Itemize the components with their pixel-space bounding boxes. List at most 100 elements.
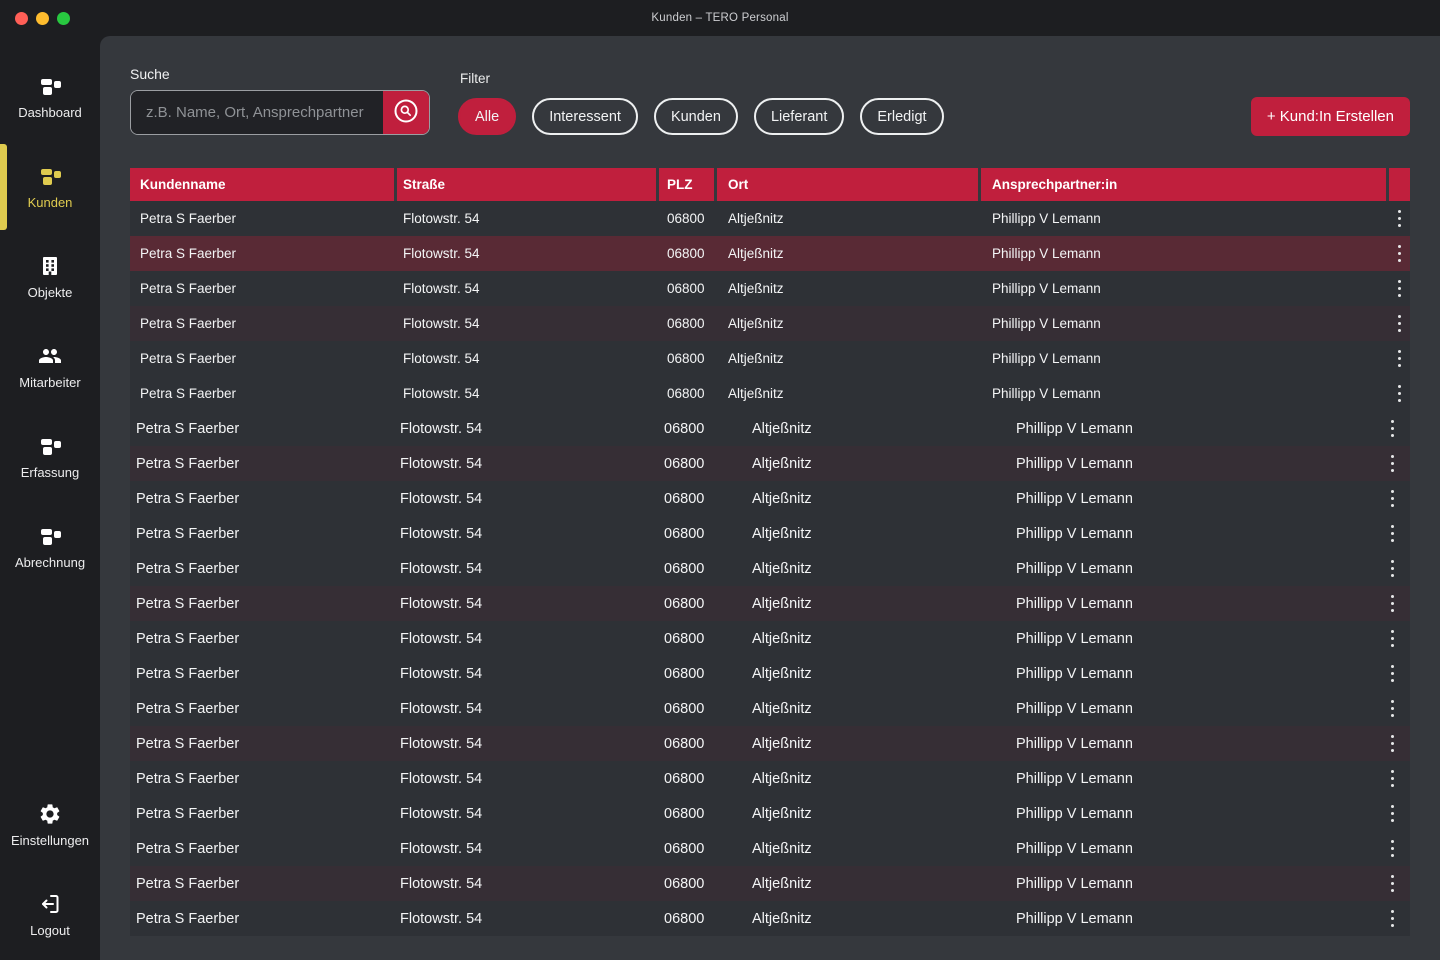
filter-pill-alle[interactable]: Alle [458,98,517,135]
cell-plz: 06800 [664,770,705,787]
row-menu-button[interactable] [1389,551,1410,586]
sidebar-item-kunden[interactable]: Kunden [0,142,100,232]
table-row[interactable]: Petra S Faerber Flotowstr. 54 06800 Altj… [130,236,1410,271]
table-row[interactable]: Petra S Faerber Flotowstr. 54 06800 Altj… [130,621,1410,656]
table-row[interactable]: Petra S Faerber Flotowstr. 54 06800 Altj… [130,901,1410,936]
row-menu-button[interactable] [1389,726,1410,761]
row-menu-button[interactable] [1389,761,1410,796]
row-menu-button[interactable] [1389,306,1410,341]
cell-ort: Altjeßnitz [728,211,784,226]
row-menu-button[interactable] [1389,446,1410,481]
table-row[interactable]: Petra S Faerber Flotowstr. 54 06800 Altj… [130,341,1410,376]
row-menu-button[interactable] [1389,586,1410,621]
row-menu-button[interactable] [1389,656,1410,691]
cell-kundenname: Petra S Faerber [136,455,240,472]
row-menu-button[interactable] [1389,236,1410,271]
table-row[interactable]: Petra S Faerber Flotowstr. 54 06800 Altj… [130,551,1410,586]
kebab-menu-icon [1389,696,1398,722]
filter-pill-erledigt[interactable]: Erledigt [860,98,944,135]
sidebar-item-label: Erfassung [20,465,80,480]
sidebar-item-logout[interactable]: Logout [0,870,100,960]
cell-ansprechpartner: Phillipp V Lemann [1016,770,1133,787]
row-menu-button[interactable] [1389,271,1410,306]
minimize-window-button[interactable] [36,11,49,25]
table-row[interactable]: Petra S Faerber Flotowstr. 54 06800 Altj… [130,796,1410,831]
cell-ort: Altjeßnitz [752,490,812,507]
logout-icon [38,892,62,916]
sidebar-item-dashboard[interactable]: Dashboard [0,52,100,142]
table-row[interactable]: Petra S Faerber Flotowstr. 54 06800 Altj… [130,691,1410,726]
row-menu-button[interactable] [1389,831,1410,866]
sidebar-item-objekte[interactable]: Objekte [0,232,100,322]
cell-plz: 06800 [664,455,705,472]
table-row[interactable]: Petra S Faerber Flotowstr. 54 06800 Altj… [130,481,1410,516]
table-row[interactable]: Petra S Faerber Flotowstr. 54 06800 Altj… [130,656,1410,691]
cell-kundenname: Petra S Faerber [136,735,240,752]
table-row[interactable]: Petra S Faerber Flotowstr. 54 06800 Altj… [130,411,1410,446]
filter-pill-kunden[interactable]: Kunden [653,98,738,135]
kebab-menu-icon [1389,801,1398,827]
sidebar-item-erfassung[interactable]: Erfassung [0,412,100,502]
kebab-menu-icon [1389,416,1398,442]
sidebar-nav-bottom: Einstellungen Logout [0,780,100,960]
cell-kundenname: Petra S Faerber [136,770,240,787]
row-menu-button[interactable] [1389,796,1410,831]
cell-strasse: Flotowstr. 54 [400,630,483,647]
main-content: Suche Filter Alle Interessent Kunden Liefer… [100,36,1440,960]
table-row[interactable]: Petra S Faerber Flotowstr. 54 06800 Altj… [130,726,1410,761]
create-customer-button[interactable]: + Kund:In Erstellen [1250,97,1410,136]
table-row[interactable]: Petra S Faerber Flotowstr. 54 06800 Altj… [130,516,1410,551]
table-row[interactable]: Petra S Faerber Flotowstr. 54 06800 Altj… [130,831,1410,866]
cell-ansprechpartner: Phillipp V Lemann [992,281,1101,296]
row-menu-button[interactable] [1389,481,1410,516]
cell-kundenname: Petra S Faerber [136,560,240,577]
column-header-ort[interactable]: Ort [717,168,981,201]
cell-ort: Altjeßnitz [752,735,812,752]
table-row[interactable]: Petra S Faerber Flotowstr. 54 06800 Altj… [130,586,1410,621]
cell-plz: 06800 [664,735,705,752]
row-menu-button[interactable] [1389,901,1410,936]
row-menu-button[interactable] [1389,621,1410,656]
row-menu-button[interactable] [1389,376,1410,411]
customers-table: Kundenname Straße PLZ Ort Ansprechpartne… [130,168,1410,936]
row-menu-button[interactable] [1389,866,1410,901]
table-row[interactable]: Petra S Faerber Flotowstr. 54 06800 Altj… [130,761,1410,796]
cell-kundenname: Petra S Faerber [136,630,240,647]
sidebar-item-abrechnung[interactable]: Abrechnung [0,502,100,592]
cell-kundenname: Petra S Faerber [140,316,237,331]
cell-ort: Altjeßnitz [728,316,784,331]
table-row[interactable]: Petra S Faerber Flotowstr. 54 06800 Altj… [130,306,1410,341]
cell-strasse: Flotowstr. 54 [403,386,480,401]
cell-ansprechpartner: Phillipp V Lemann [992,211,1101,226]
row-menu-button[interactable] [1389,341,1410,376]
sidebar-item-einstellungen[interactable]: Einstellungen [0,780,100,870]
table-row[interactable]: Petra S Faerber Flotowstr. 54 06800 Altj… [130,201,1410,236]
filter-pill-lieferant[interactable]: Lieferant [753,98,845,135]
row-menu-button[interactable] [1389,516,1410,551]
column-header-ansprechpartner[interactable]: Ansprechpartner:in [981,168,1389,201]
cell-ort: Altjeßnitz [752,595,812,612]
row-menu-button[interactable] [1389,691,1410,726]
column-header-actions [1389,168,1410,201]
table-row[interactable]: Petra S Faerber Flotowstr. 54 06800 Altj… [130,446,1410,481]
close-window-button[interactable] [15,11,28,25]
row-menu-button[interactable] [1389,201,1410,236]
search-button[interactable] [383,91,429,134]
table-row[interactable]: Petra S Faerber Flotowstr. 54 06800 Altj… [130,376,1410,411]
row-menu-button[interactable] [1389,411,1410,446]
dashboard-tiles-icon [38,164,62,188]
cell-ansprechpartner: Phillipp V Lemann [1016,595,1133,612]
cell-ansprechpartner: Phillipp V Lemann [1016,875,1133,892]
column-header-strasse[interactable]: Straße [397,168,659,201]
cell-ansprechpartner: Phillipp V Lemann [1016,525,1133,542]
column-header-plz[interactable]: PLZ [659,168,717,201]
table-row[interactable]: Petra S Faerber Flotowstr. 54 06800 Altj… [130,271,1410,306]
search-input[interactable] [131,91,383,134]
column-header-kundenname[interactable]: Kundenname [130,168,397,201]
sidebar-item-mitarbeiter[interactable]: Mitarbeiter [0,322,100,412]
kebab-menu-icon [1394,206,1406,232]
filter-pill-interessent[interactable]: Interessent [532,98,638,135]
table-row[interactable]: Petra S Faerber Flotowstr. 54 06800 Altj… [130,866,1410,901]
cell-strasse: Flotowstr. 54 [400,420,483,437]
fullscreen-window-button[interactable] [57,11,70,25]
